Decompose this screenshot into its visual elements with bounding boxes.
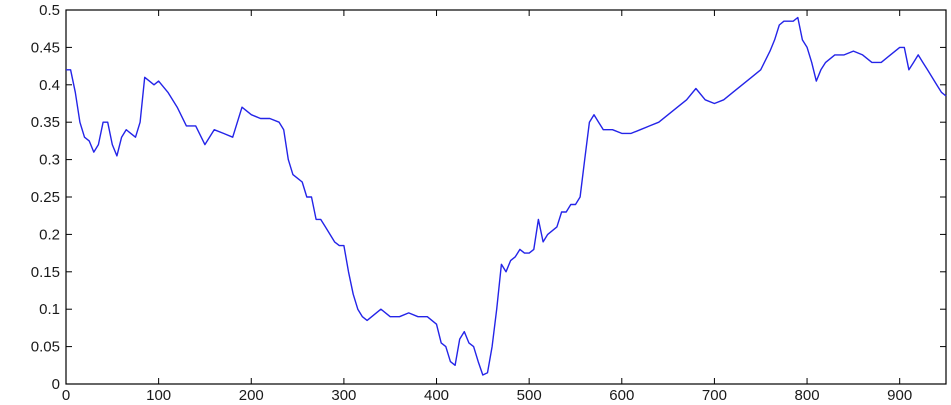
x-tick-label: 400 — [424, 387, 449, 404]
x-tick-label: 500 — [517, 387, 542, 404]
y-tick-label: 0.15 — [31, 264, 60, 281]
y-tick-label: 0.25 — [31, 189, 60, 206]
x-tick-label: 900 — [887, 387, 912, 404]
y-tick-label: 0.35 — [31, 114, 60, 131]
series-layer — [66, 16, 947, 376]
x-tick-label: 100 — [146, 387, 171, 404]
y-axis-ticks: 0 0.05 0.1 0.15 0.2 0.25 0.3 0.35 0.4 0.45 0.5 — [31, 2, 946, 393]
series-line — [66, 16, 947, 376]
x-tick-label: 600 — [609, 387, 634, 404]
y-tick-label: 0.5 — [39, 2, 60, 19]
y-tick-label: 0 — [52, 376, 60, 393]
x-axis-ticks: 0 100 200 300 400 500 600 700 800 900 — [62, 10, 912, 404]
y-tick-label: 0.1 — [39, 301, 60, 318]
y-tick-label: 0.4 — [39, 77, 60, 94]
y-tick-label: 0.45 — [31, 39, 60, 56]
plot-area — [65, 9, 947, 385]
y-tick-label: 0.3 — [39, 152, 60, 169]
x-tick-label: 800 — [795, 387, 820, 404]
plot-frame — [65, 9, 947, 385]
y-tick-label: 0.05 — [31, 339, 60, 356]
x-tick-label: 300 — [331, 387, 356, 404]
x-tick-label: 700 — [702, 387, 727, 404]
x-tick-label: 200 — [239, 387, 264, 404]
y-tick-label: 0.2 — [39, 226, 60, 243]
x-tick-label: 0 — [62, 387, 70, 404]
